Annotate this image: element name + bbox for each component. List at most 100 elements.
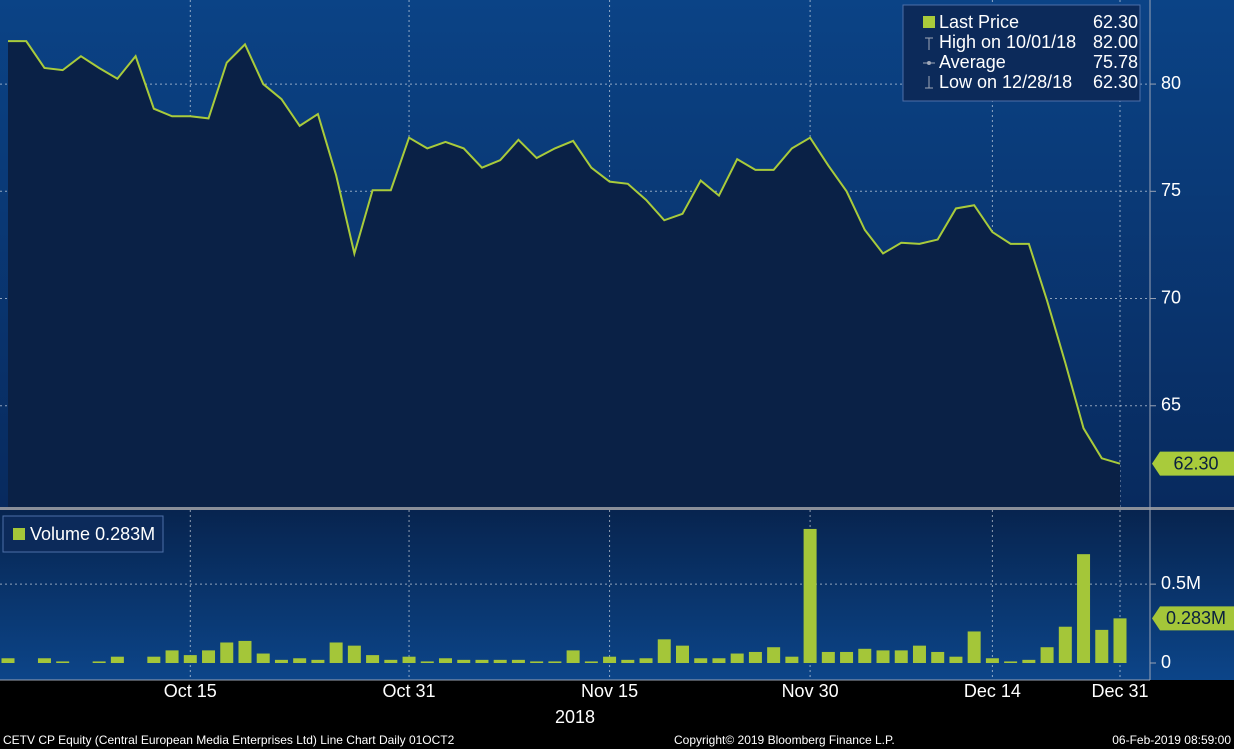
volume-bar (748, 651, 762, 663)
volume-bar (566, 650, 580, 663)
legend-label: Low on 12/28/18 (939, 72, 1072, 92)
volume-bar (967, 631, 981, 663)
volume-bar (840, 651, 854, 663)
volume-bar (220, 642, 234, 663)
volume-bar (675, 645, 689, 663)
volume-bar (366, 655, 380, 663)
volume-bar (165, 650, 179, 663)
volume-bar (821, 651, 835, 663)
volume-bar (730, 653, 744, 663)
volume-bar (147, 656, 161, 663)
legend-value: 62.30 (1093, 72, 1138, 92)
volume-bar (1040, 647, 1054, 663)
panel-separator (0, 507, 1234, 510)
legend-label: Volume 0.283M (30, 524, 155, 544)
volume-bar (1113, 618, 1127, 663)
footer-timestamp: 06-Feb-2019 08:59:00 (1112, 733, 1231, 747)
volume-bar (37, 658, 51, 663)
volume-bar (985, 658, 999, 663)
volume-bar (347, 645, 361, 663)
x-tick-label: Oct 15 (164, 681, 217, 701)
volume-bar (202, 650, 216, 663)
volume-bar (1004, 661, 1018, 663)
volume-bar (238, 640, 252, 663)
volume-bar (475, 659, 489, 663)
volume-bar (311, 659, 325, 663)
plot-layer: Oct 15 Oct 31 Nov 15 Nov 30 Dec 14 Dec 31 65 70… (0, 0, 1201, 701)
legend-swatch (923, 16, 935, 28)
volume-bar (584, 661, 598, 663)
volume-bar (110, 656, 124, 663)
legend-label: High on 10/01/18 (939, 32, 1076, 52)
volume-bar (785, 656, 799, 663)
legend-value: 75.78 (1093, 52, 1138, 72)
volume-bar (183, 655, 197, 663)
y-tick-label: 75 (1161, 180, 1181, 200)
area (8, 41, 1120, 507)
volume-bar (274, 659, 288, 663)
legend-box (902, 4, 1141, 102)
x-tick-label: Dec 31 (1091, 681, 1148, 701)
volume-bar (548, 661, 562, 663)
x-tick-label: Nov 15 (581, 681, 638, 701)
volume-bar (92, 661, 106, 663)
legend-label: Last Price (939, 12, 1019, 32)
x-tick-label: Nov 30 (782, 681, 839, 701)
volume-bar (384, 659, 398, 663)
volume-bar (657, 639, 671, 663)
y-tick-label: 70 (1161, 287, 1181, 307)
x-tick-label: Dec 14 (964, 681, 1021, 701)
last-value-label: 0.283M (1166, 608, 1226, 628)
price-line (8, 40, 1121, 465)
last-value-tag (1152, 451, 1234, 476)
volume-bar (420, 661, 434, 663)
volume-bar (1, 658, 15, 663)
last-value-tag (1152, 606, 1234, 631)
volume-bar (56, 661, 70, 663)
volume-bar (949, 656, 963, 663)
volume-bar (931, 651, 945, 663)
volume-bar (876, 650, 890, 663)
x-axis-year: 2018 (555, 707, 595, 727)
volume-bar (511, 659, 525, 663)
volume-bar (694, 658, 708, 663)
volume-bar (256, 653, 270, 663)
last-value-label: 62.30 (1173, 453, 1218, 473)
volume-bar (439, 658, 453, 663)
footer-description: CETV CP Equity (Central European Media E… (3, 733, 455, 747)
volume-bar (858, 648, 872, 663)
y-tick-label: 0 (1161, 652, 1171, 672)
legend-label: Average (939, 52, 1006, 72)
legend-box (2, 515, 164, 553)
volume-bar (329, 642, 343, 663)
y-tick-label: 65 (1161, 395, 1181, 415)
volume-bar (603, 656, 617, 663)
volume-bar (767, 647, 781, 663)
legend-value: 62.30 (1093, 12, 1138, 32)
volume-bar (712, 658, 726, 663)
x-tick-label: Oct 31 (383, 681, 436, 701)
legend-name: Volume (30, 524, 90, 544)
volume-bar (803, 528, 817, 663)
volume-bar (1077, 554, 1091, 663)
legend-icon (925, 76, 933, 89)
volume-bar (894, 650, 908, 663)
legend-icon (927, 61, 931, 65)
legend-value: 82.00 (1093, 32, 1138, 52)
volume-bar (293, 658, 307, 663)
legend-value: 0.283M (95, 524, 155, 544)
legend-swatch (13, 528, 25, 540)
volume-bar (1058, 626, 1072, 663)
y-tick-label: 80 (1161, 73, 1181, 93)
volume-bar (621, 659, 635, 663)
volume-bar (457, 659, 471, 663)
volume-bar (402, 656, 416, 663)
volume-bar (530, 661, 544, 663)
y-tick-label: 0.5M (1161, 573, 1201, 593)
volume-bar (493, 659, 507, 663)
legend-icon (925, 37, 933, 50)
volume-bar (912, 645, 926, 663)
footer-copyright: Copyright© 2019 Bloomberg Finance L.P. (674, 733, 895, 747)
